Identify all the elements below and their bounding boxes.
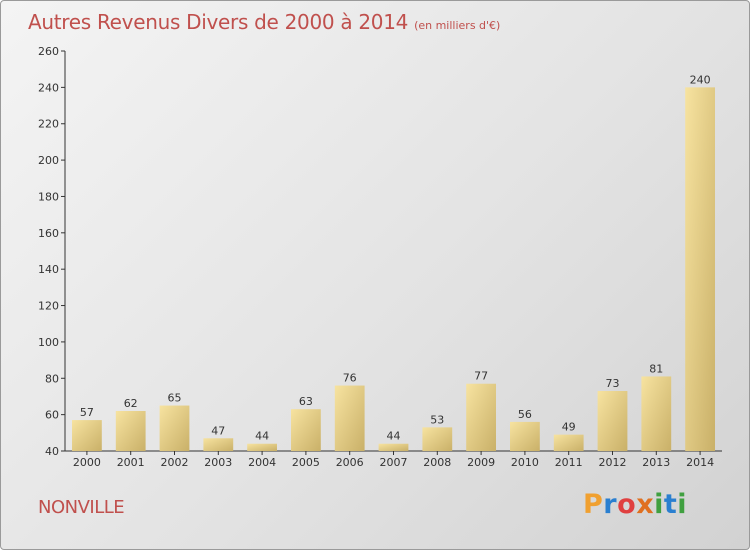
bar-value-label: 57 <box>80 406 94 419</box>
y-tick-label: 240 <box>38 81 59 94</box>
logo-letter: t <box>663 489 678 520</box>
bar-value-label: 81 <box>649 362 663 375</box>
y-tick-label: 120 <box>38 300 59 313</box>
x-tick-label: 2001 <box>117 456 145 469</box>
y-tick-label: 220 <box>38 118 59 131</box>
bar-value-label: 62 <box>124 397 138 410</box>
bar <box>378 443 409 451</box>
x-tick-label: 2006 <box>336 456 364 469</box>
bar-value-label: 47 <box>211 424 225 437</box>
x-tick-label: 2014 <box>686 456 714 469</box>
bar <box>685 87 715 451</box>
bar <box>115 411 146 451</box>
x-tick-label: 2003 <box>204 456 232 469</box>
bar-value-label: 76 <box>343 372 357 385</box>
bar <box>641 376 672 451</box>
bar <box>203 438 234 451</box>
y-tick-label: 60 <box>45 409 59 422</box>
bar <box>466 383 496 451</box>
bar-value-label: 49 <box>562 421 576 434</box>
y-tick-label: 200 <box>38 154 59 167</box>
bar-value-label: 44 <box>255 430 269 443</box>
x-tick-label: 2009 <box>467 456 495 469</box>
chart-title: Autres Revenus Divers de 2000 à 2014 (en … <box>28 10 500 34</box>
bar-value-label: 77 <box>474 370 488 383</box>
x-tick-label: 2008 <box>423 456 451 469</box>
bar <box>597 391 628 451</box>
x-tick-label: 2011 <box>555 456 583 469</box>
x-tick-label: 2007 <box>380 456 408 469</box>
y-tick-label: 140 <box>38 263 59 276</box>
logo-letter: i <box>677 489 688 520</box>
y-tick-label: 160 <box>38 227 59 240</box>
bar <box>72 420 102 451</box>
chart-title-text: Autres Revenus Divers de 2000 à 2014 <box>28 10 409 34</box>
x-tick-label: 2010 <box>511 456 539 469</box>
proxiti-logo[interactable]: Proxiti <box>583 489 687 520</box>
commune-name: NONVILLE <box>38 497 125 518</box>
logo-letter: i <box>654 489 664 520</box>
x-tick-label: 2000 <box>73 456 101 469</box>
bar <box>553 434 584 451</box>
y-tick-label: 260 <box>38 45 59 58</box>
bar-value-label: 240 <box>690 73 711 86</box>
bar <box>510 421 540 451</box>
y-tick-label: 80 <box>45 372 59 385</box>
bar-value-label: 44 <box>387 430 401 443</box>
y-tick-label: 100 <box>38 336 59 349</box>
bar-value-label: 73 <box>606 377 620 390</box>
x-tick-label: 2012 <box>599 456 627 469</box>
bar <box>334 385 365 451</box>
bar <box>291 409 321 451</box>
chart-unit-note: (en milliers d'€) <box>414 19 501 32</box>
bar-value-label: 63 <box>299 395 313 408</box>
logo-letter: o <box>617 489 637 520</box>
bar-value-label: 65 <box>168 392 182 405</box>
bar-value-label: 53 <box>430 413 444 426</box>
x-tick-label: 2004 <box>248 456 276 469</box>
bar <box>247 443 277 451</box>
logo-letter: x <box>636 489 655 520</box>
x-tick-label: 2005 <box>292 456 320 469</box>
y-tick-label: 40 <box>45 445 59 458</box>
bar <box>159 405 190 451</box>
x-tick-label: 2013 <box>642 456 670 469</box>
bar-value-label: 56 <box>518 408 532 421</box>
x-tick-label: 2002 <box>161 456 189 469</box>
logo-letter: r <box>603 489 618 520</box>
bar <box>422 427 453 451</box>
y-tick-label: 180 <box>38 190 59 203</box>
logo-letter: P <box>583 489 604 520</box>
